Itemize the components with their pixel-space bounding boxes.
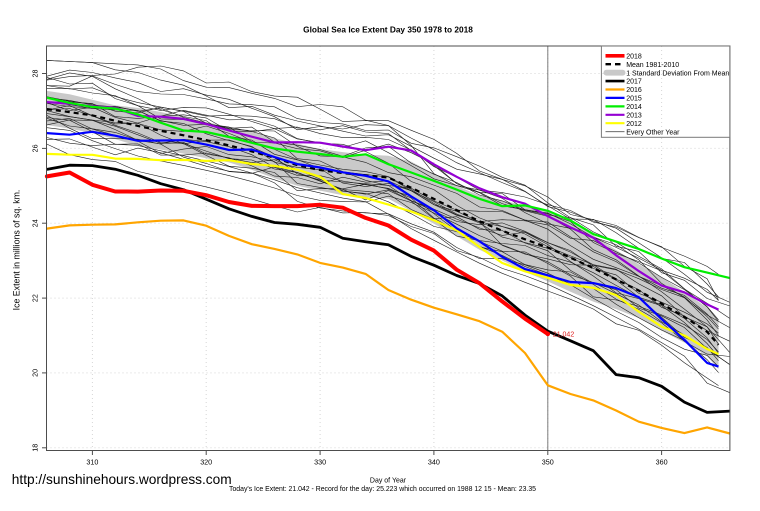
svg-text:330: 330	[314, 458, 326, 467]
svg-text:2017: 2017	[626, 79, 642, 86]
svg-text:310: 310	[86, 458, 98, 467]
svg-text:28: 28	[31, 70, 40, 78]
svg-text:350: 350	[542, 458, 554, 467]
svg-text:Ice Extent in millions of sq.: Ice Extent in millions of sq. km.	[12, 190, 22, 311]
svg-text:2018: 2018	[626, 53, 642, 60]
svg-text:2013: 2013	[626, 112, 642, 119]
svg-text:24: 24	[31, 219, 40, 227]
svg-text:http://sunshinehours.wordpress: http://sunshinehours.wordpress.com	[12, 472, 232, 487]
svg-text:Global Sea Ice Extent Day 350: Global Sea Ice Extent Day 350 1978 to 20…	[303, 25, 473, 35]
svg-text:2016: 2016	[626, 87, 642, 94]
svg-text:360: 360	[656, 458, 668, 467]
svg-text:2014: 2014	[626, 104, 642, 111]
svg-text:Today's Ice Extent: 21.042 -: Today's Ice Extent: 21.042 - Record for …	[229, 486, 536, 493]
svg-text:18: 18	[31, 444, 40, 452]
svg-text:Day of Year: Day of Year	[370, 477, 407, 484]
svg-text:21.042: 21.042	[553, 331, 575, 338]
svg-text:1 Standard Deviation From Mean: 1 Standard Deviation From Mean	[626, 70, 729, 77]
svg-text:20: 20	[31, 369, 40, 377]
svg-text:340: 340	[428, 458, 440, 467]
svg-text:2012: 2012	[626, 121, 642, 128]
svg-text:26: 26	[31, 144, 40, 152]
svg-text:320: 320	[200, 458, 212, 467]
svg-text:2015: 2015	[626, 96, 642, 103]
svg-text:Every Other Year: Every Other Year	[626, 129, 680, 136]
svg-text:Mean 1981-2010: Mean 1981-2010	[626, 62, 679, 69]
svg-text:22: 22	[31, 294, 40, 302]
